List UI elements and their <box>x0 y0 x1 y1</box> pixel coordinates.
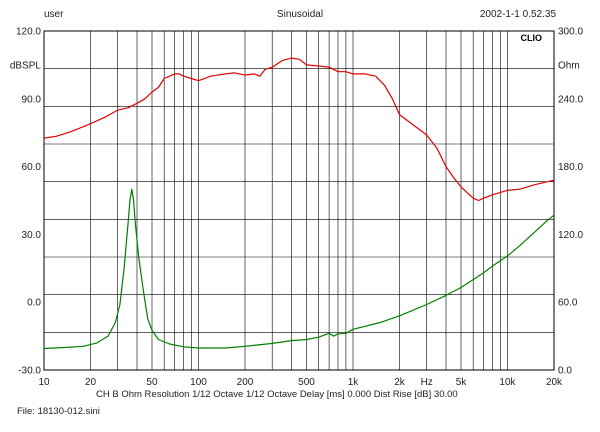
y-left-tick-label: -30.0 <box>18 366 41 377</box>
x-tick-label: 10k <box>499 377 516 388</box>
x-tick-label: 5k <box>456 377 468 388</box>
spl-curve <box>43 57 555 202</box>
y-left-tick-label: 60.0 <box>22 162 42 173</box>
clio-brand-label: CLIO <box>521 33 543 43</box>
x-tick-label: 1k <box>348 377 360 388</box>
file-name: File: 18130-012.sini <box>17 406 100 417</box>
timestamp-label: 2002-1-1 0.52.35 <box>479 9 556 20</box>
y-right-tick-label: 60.0 <box>558 298 578 309</box>
x-tick-label: 100 <box>190 377 207 388</box>
x-tick-label: 200 <box>237 377 254 388</box>
measurement-mode-label: Sinusoidal <box>276 9 324 20</box>
axis-layer: dBSPL Ohm Hz CLIO 120.0 90.0 60.0 30.0 0.0 -3… <box>10 27 584 389</box>
y-right-tick-label: 120.0 <box>558 230 583 241</box>
y-right-tick-label: 180.0 <box>558 162 583 173</box>
y-left-axis-label: dBSPL <box>10 60 42 71</box>
y-right-tick-label: 300.0 <box>558 27 583 38</box>
x-tick-label: 500 <box>298 377 315 388</box>
x-tick-label: 20 <box>85 377 97 388</box>
y-right-axis-label: Ohm <box>558 60 580 71</box>
grid-layer <box>43 30 555 371</box>
y-left-tick-label: 120.0 <box>16 27 41 38</box>
x-tick-label: 2k <box>394 377 406 388</box>
x-tick-label: 20k <box>546 377 563 388</box>
y-left-tick-label: 30.0 <box>22 230 42 241</box>
plot-frame <box>43 30 555 371</box>
y-right-tick-label: 240.0 <box>558 94 583 105</box>
measurement-settings: CH B Ohm Resolution 1/12 Octave 1/12 Oct… <box>96 389 458 400</box>
x-tick-label: 10 <box>38 377 50 388</box>
user-label: user <box>44 9 64 20</box>
x-axis-unit-label: Hz <box>421 377 433 388</box>
y-left-tick-label: 90.0 <box>22 94 42 105</box>
x-tick-label: 50 <box>146 377 158 388</box>
series-layer <box>43 57 555 350</box>
y-right-tick-label: 0.0 <box>558 366 572 377</box>
y-left-tick-label: 0.0 <box>27 298 41 309</box>
impedance-curve <box>43 188 555 350</box>
